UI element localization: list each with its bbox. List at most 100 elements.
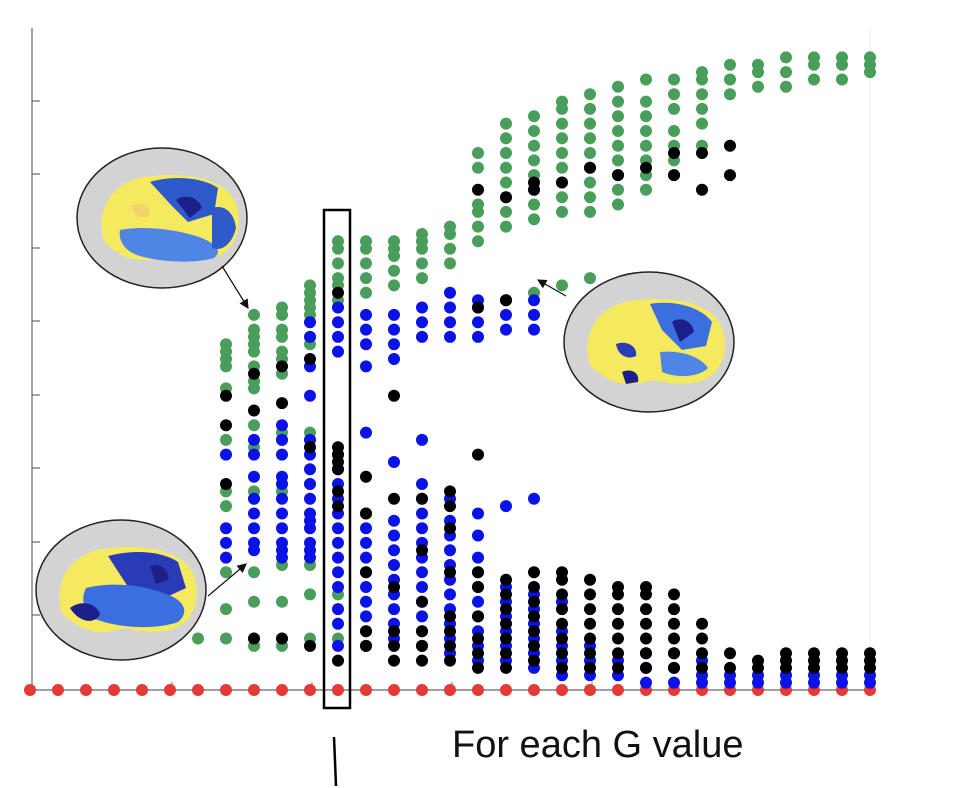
data-point [304, 492, 316, 505]
data-point [388, 529, 400, 542]
data-point [612, 154, 624, 167]
data-point [416, 544, 428, 557]
data-point [332, 485, 344, 498]
data-point [276, 492, 288, 505]
data-point [332, 654, 344, 667]
data-point [612, 632, 624, 645]
data-point [220, 389, 232, 402]
data-point [528, 323, 540, 336]
data-point [416, 228, 428, 240]
data-point [276, 345, 288, 358]
brain-pointer-arrow [221, 265, 249, 310]
data-point [332, 441, 344, 454]
baseline-point [24, 684, 36, 696]
data-point [556, 161, 568, 174]
data-point [416, 272, 428, 285]
data-point [360, 536, 372, 549]
brain-pointer-arrow [536, 279, 567, 297]
data-point [360, 610, 372, 623]
data-point [584, 205, 596, 218]
data-point [304, 478, 316, 490]
data-point [640, 183, 652, 196]
data-point [584, 573, 596, 586]
data-point [360, 595, 372, 608]
data-point [220, 551, 232, 564]
data-point [612, 617, 624, 630]
data-point [556, 661, 568, 674]
data-point [332, 522, 344, 535]
data-point [500, 573, 512, 586]
data-point [416, 639, 428, 652]
data-point [248, 566, 260, 579]
data-point [696, 88, 708, 101]
baseline-point [192, 684, 204, 696]
baseline-point [332, 684, 344, 696]
data-point [612, 581, 624, 593]
data-point [416, 654, 428, 667]
data-point [248, 470, 260, 483]
data-point [752, 58, 764, 71]
data-point [416, 330, 428, 343]
data-point [556, 205, 568, 218]
data-point [668, 617, 680, 630]
data-point [472, 610, 484, 623]
data-point [472, 161, 484, 174]
data-point [332, 500, 344, 513]
data-point [668, 647, 680, 660]
data-point [724, 139, 736, 152]
data-point [640, 161, 652, 174]
data-point [528, 176, 540, 189]
data-point [584, 617, 596, 630]
baseline-point [304, 684, 316, 696]
data-point [584, 647, 596, 660]
data-point [388, 338, 400, 351]
data-point [220, 566, 232, 579]
data-point [388, 279, 400, 292]
data-point [444, 485, 456, 498]
data-point [500, 500, 512, 513]
data-point [584, 102, 596, 115]
data-point [360, 338, 372, 351]
data-point [360, 639, 372, 652]
data-point [724, 647, 736, 660]
data-point [556, 632, 568, 645]
data-point [304, 330, 316, 343]
data-point [528, 139, 540, 152]
data-point [248, 323, 260, 336]
data-point [444, 588, 456, 601]
data-point [304, 639, 316, 652]
data-point [500, 308, 512, 321]
data-point [332, 345, 344, 358]
data-point [444, 301, 456, 314]
data-point [612, 95, 624, 108]
data-point [528, 595, 540, 608]
data-point [836, 654, 848, 667]
data-point [472, 581, 484, 593]
data-point [444, 522, 456, 535]
data-point [668, 603, 680, 616]
data-point [472, 330, 484, 343]
data-point [220, 419, 232, 432]
data-point [836, 73, 848, 86]
data-point [584, 117, 596, 130]
data-point [696, 183, 708, 196]
data-point [332, 639, 344, 652]
data-point [472, 316, 484, 329]
data-point [332, 566, 344, 579]
data-point [668, 88, 680, 101]
data-point [444, 330, 456, 343]
data-point [500, 588, 512, 601]
data-point [724, 661, 736, 674]
data-point [472, 220, 484, 233]
data-point [752, 654, 764, 667]
data-point [332, 272, 344, 285]
data-point [500, 132, 512, 145]
baseline-point [388, 684, 400, 696]
data-point [696, 661, 708, 674]
data-point [640, 581, 652, 593]
data-point [612, 80, 624, 93]
data-point [388, 323, 400, 336]
data-point [612, 198, 624, 211]
data-point [808, 73, 820, 86]
data-point [360, 286, 372, 299]
